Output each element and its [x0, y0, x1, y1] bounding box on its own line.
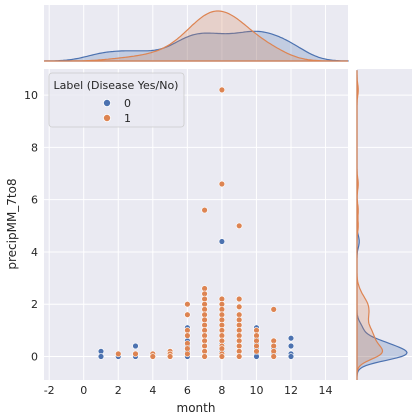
point-label-1 — [149, 353, 157, 360]
point-label-1 — [201, 327, 208, 334]
point-label-1 — [218, 327, 226, 334]
right-marginal-kde — [356, 70, 408, 380]
point-label-0 — [287, 353, 295, 360]
point-label-1 — [184, 327, 191, 334]
point-label-1 — [184, 350, 191, 358]
top-kde-0 — [43, 30, 349, 62]
top-marginal-kde — [43, 10, 349, 62]
point-label-0 — [97, 353, 105, 360]
x-tick-labels: -2 0 2 4 6 8 10 12 14 — [44, 384, 333, 397]
x-tick-label: 6 — [184, 384, 191, 397]
x-tick-label: 8 — [218, 384, 225, 397]
point-label-1 — [132, 350, 139, 358]
point-label-1 — [201, 285, 208, 292]
scatter-points — [97, 86, 295, 360]
point-label-1 — [201, 306, 208, 313]
point-label-1 — [253, 348, 260, 355]
point-label-0 — [287, 342, 295, 350]
point-label-1 — [270, 306, 277, 313]
point-label-1 — [218, 345, 226, 352]
point-label-1 — [201, 353, 208, 360]
point-label-0 — [132, 342, 139, 350]
point-label-1 — [184, 311, 191, 318]
x-tick-label: 12 — [284, 384, 298, 397]
x-axis-label: month — [177, 401, 216, 415]
legend-marker-0 — [103, 99, 112, 108]
top-marginal-panel — [44, 5, 348, 61]
legend-label-0: 0 — [124, 97, 131, 110]
point-label-1 — [218, 180, 226, 188]
y-tick-label: 2 — [31, 298, 38, 311]
point-label-1 — [166, 353, 174, 360]
point-label-1 — [218, 306, 226, 313]
right-marginal-panel — [357, 69, 412, 380]
point-label-1 — [184, 345, 191, 352]
point-label-1 — [236, 222, 243, 230]
point-label-0 — [287, 335, 295, 342]
right-marginal-gridlines — [357, 94, 412, 357]
legend-marker-1 — [103, 114, 112, 123]
point-label-1 — [236, 295, 243, 303]
point-label-1 — [270, 353, 277, 360]
point-label-1 — [201, 342, 208, 350]
point-label-1 — [218, 353, 226, 360]
y-tick-label: 6 — [31, 194, 38, 207]
point-label-1 — [253, 327, 260, 334]
x-tick-label: 14 — [319, 384, 333, 397]
point-label-1 — [218, 86, 226, 94]
y-tick-label: 8 — [31, 141, 38, 154]
point-label-1 — [201, 206, 208, 214]
top-kde-1 — [44, 10, 348, 62]
y-axis-label: precipMM_7to8 — [5, 178, 19, 269]
right-kde-1 — [356, 70, 384, 380]
point-label-0 — [218, 238, 226, 245]
x-tick-label: 2 — [115, 384, 122, 397]
y-tick-label: 10 — [24, 89, 38, 102]
point-label-1 — [115, 350, 122, 358]
y-tick-labels: 0 2 4 6 8 10 — [24, 89, 38, 363]
legend: Label (Disease Yes/No) 0 1 — [48, 72, 185, 128]
legend-title: Label (Disease Yes/No) — [54, 79, 179, 92]
x-tick-label: 10 — [249, 384, 263, 397]
point-label-1 — [236, 327, 243, 334]
point-label-1 — [236, 303, 243, 310]
point-label-1 — [236, 353, 243, 360]
x-tick-label: -2 — [44, 384, 55, 397]
legend-box — [48, 72, 185, 128]
y-tick-label: 0 — [31, 350, 38, 363]
x-tick-label: 0 — [80, 384, 87, 397]
point-label-1 — [253, 342, 260, 350]
point-label-1 — [236, 342, 243, 350]
y-tick-label: 4 — [31, 246, 38, 259]
point-label-1 — [184, 301, 191, 308]
point-label-1 — [184, 332, 191, 339]
point-label-1 — [270, 342, 277, 350]
legend-label-1: 1 — [124, 112, 131, 125]
x-tick-label: 4 — [149, 384, 156, 397]
